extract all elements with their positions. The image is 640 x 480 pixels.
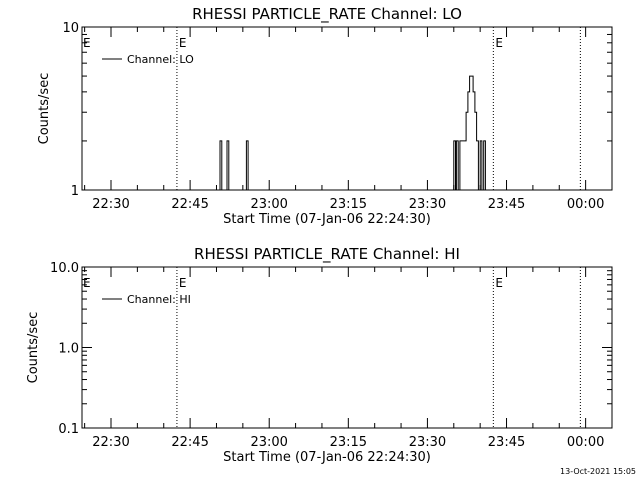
chart-title: RHESSI PARTICLE_RATE Channel: HI: [194, 245, 460, 264]
timestamp-label: 13-Oct-2021 15:05: [560, 467, 636, 476]
marker-label: E: [179, 36, 187, 50]
x-axis-label: Start Time (07-Jan-06 22:24:30): [223, 212, 431, 227]
x-tick-label: 23:00: [250, 435, 287, 450]
y-tick-label: 1.0: [58, 342, 79, 357]
x-tick-label: 22:45: [171, 435, 208, 450]
x-tick-label: 23:15: [330, 435, 367, 450]
y-tick-label: 10: [62, 21, 79, 36]
x-tick-label: 22:45: [171, 197, 208, 212]
x-tick-label: 00:00: [567, 197, 604, 212]
x-axis-label: Start Time (07-Jan-06 22:24:30): [223, 450, 431, 465]
x-tick-label: 23:30: [409, 435, 446, 450]
y-axis-label: Counts/sec: [37, 73, 52, 145]
x-tick-label: 23:45: [488, 435, 525, 450]
legend-label: Channel: LO: [127, 53, 194, 66]
marker-label: E: [179, 276, 187, 290]
x-tick-label: 22:30: [92, 197, 129, 212]
y-tick-label: 1: [71, 184, 79, 199]
plot-frame: [81, 26, 613, 191]
x-tick-label: 23:45: [488, 197, 525, 212]
x-tick-label: 00:00: [567, 435, 604, 450]
x-tick-label: 23:30: [409, 197, 446, 212]
x-tick-label: 22:30: [92, 435, 129, 450]
plot-frame: [81, 266, 613, 429]
x-tick-label: 23:15: [330, 197, 367, 212]
y-tick-label: 0.1: [58, 422, 79, 437]
chart-title: RHESSI PARTICLE_RATE Channel: LO: [192, 5, 462, 24]
series-line: [82, 75, 612, 191]
y-tick-label: 10.0: [50, 261, 79, 276]
y-axis-label: Counts/sec: [26, 312, 41, 384]
legend-label: Channel: HI: [127, 293, 191, 306]
marker-label-left: E: [83, 276, 91, 290]
x-tick-label: 23:00: [250, 197, 287, 212]
marker-label: E: [495, 36, 503, 50]
marker-label: E: [495, 276, 503, 290]
